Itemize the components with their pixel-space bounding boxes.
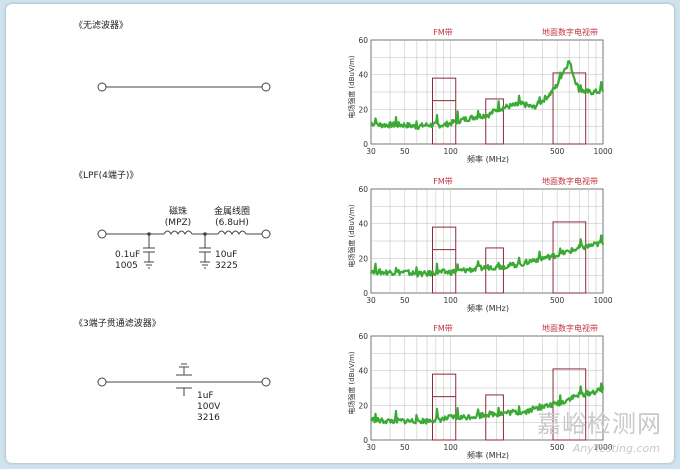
circuit-3-terminal: 1uF 100V 3216 <box>97 363 271 423</box>
emission-trace <box>369 234 605 278</box>
x-axis-title: 频率 (MHz) <box>467 450 509 460</box>
y-tick-label: 60 <box>358 185 368 194</box>
x-tick-label: 100 <box>443 147 458 156</box>
y-tick-label: 0 <box>363 289 368 298</box>
limit-box <box>552 221 587 294</box>
cap2-size: 3225 <box>215 261 238 271</box>
tv-band-label: 地面数字电视带 <box>542 27 598 37</box>
bead-symbol <box>163 230 193 235</box>
y-tick-label: 40 <box>358 220 368 229</box>
terminal-left <box>97 377 107 387</box>
y-axis-title: 电场强度 (dBuV/m) <box>347 204 356 268</box>
y-tick-label: 0 <box>363 140 368 149</box>
terminal-right <box>261 377 271 387</box>
x-tick-label: 1000 <box>593 296 612 305</box>
inductor-value-label: (6.8uH) <box>215 218 249 228</box>
tv-band-label: 地面数字电视带 <box>542 176 598 186</box>
x-axis-title: 频率 (MHz) <box>467 303 509 313</box>
x-tick-label: 50 <box>400 443 410 452</box>
tv-band-label: 地面数字电视带 <box>542 323 598 333</box>
limit-box <box>431 226 457 294</box>
watermark-cn: 嘉峪检测网 <box>537 410 662 438</box>
y-tick-label: 20 <box>358 105 368 114</box>
emission-chart-no-filter: FM带 地面数字电视带 电场强度 (dBuV/m) 频率 (MHz) 0 20 40… <box>347 27 613 164</box>
section-title-3-terminal: 《3端子贯通滤波器》 <box>74 319 161 329</box>
fm-band-label: FM带 <box>433 177 453 186</box>
terminal-left <box>97 229 107 239</box>
x-tick-label: 500 <box>550 296 565 305</box>
limit-box <box>552 72 587 145</box>
bead-label: 磁珠 <box>169 205 187 217</box>
y-tick-label: 40 <box>358 367 368 376</box>
emission-trace <box>370 382 605 425</box>
y-tick-label: 60 <box>358 36 368 45</box>
fm-band-label: FM带 <box>433 324 453 333</box>
y-tick-label: 20 <box>358 254 368 263</box>
x-tick-label: 100 <box>443 296 458 305</box>
emission-chart-3-terminal: FM带 地面数字电视带 电场强度 (dBuV/m) 频率 (MHz) 0 20 40… <box>347 323 613 460</box>
section-title-no-filter: 《无滤波器》 <box>74 21 129 31</box>
cap1-value: 0.1uF <box>115 250 140 260</box>
limit-box <box>485 98 504 145</box>
circuit-no-filter <box>97 82 271 92</box>
terminal-right <box>261 82 271 92</box>
emission-trace <box>370 60 605 130</box>
y-tick-label: 20 <box>358 401 368 410</box>
fm-band-label: FM带 <box>433 28 453 37</box>
limit-box <box>431 77 457 145</box>
x-axis-title: 频率 (MHz) <box>467 154 509 164</box>
bead-type-label: (MPZ) <box>165 218 191 228</box>
x-tick-label: 30 <box>366 296 376 305</box>
terminal-left <box>97 82 107 92</box>
emission-chart-lpf: FM带 地面数字电视带 电场强度 (dBuV/m) 频率 (MHz) 0 20 40… <box>347 176 613 313</box>
y-tick-label: 40 <box>358 71 368 80</box>
cap-voltage: 100V <box>197 402 221 412</box>
x-tick-label: 30 <box>366 443 376 452</box>
y-axis-title: 电场强度 (dBuV/m) <box>347 351 356 415</box>
x-tick-label: 100 <box>443 443 458 452</box>
x-tick-label: 50 <box>400 296 410 305</box>
x-tick-label: 1000 <box>593 147 612 156</box>
x-tick-label: 500 <box>550 443 565 452</box>
y-tick-label: 60 <box>358 332 368 341</box>
circuit-lpf: 磁珠 (MPZ) 金属线圈 (6.8uH) 0.1uF 1005 10uF 32… <box>97 205 271 271</box>
x-tick-label: 1000 <box>593 443 612 452</box>
limit-box <box>431 373 457 441</box>
limit-box <box>485 247 504 294</box>
cap-size: 3216 <box>197 413 220 423</box>
cap1-size: 1005 <box>115 261 138 271</box>
inductor-symbol <box>217 230 247 235</box>
terminal-right <box>261 229 271 239</box>
x-tick-label: 30 <box>366 147 376 156</box>
figure-card: 《无滤波器》 《LPF(4端子)》 《3端子贯通滤波器》 磁 <box>6 4 674 463</box>
inductor-label: 金属线圈 <box>214 205 250 217</box>
y-tick-label: 0 <box>363 436 368 445</box>
cap2-value: 10uF <box>215 250 237 260</box>
watermark-en: AnyTesting.com <box>572 442 660 455</box>
x-tick-label: 500 <box>550 147 565 156</box>
x-tick-label: 50 <box>400 147 410 156</box>
section-title-lpf: 《LPF(4端子)》 <box>74 171 139 181</box>
y-axis-title: 电场强度 (dBuV/m) <box>347 55 356 119</box>
cap-value: 1uF <box>197 391 214 401</box>
